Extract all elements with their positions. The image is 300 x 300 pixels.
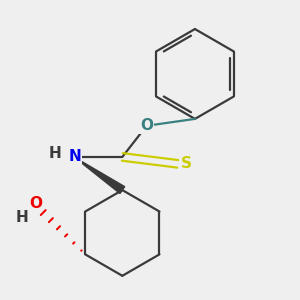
- Text: H: H: [48, 146, 61, 161]
- Text: O: O: [29, 196, 42, 211]
- Text: S: S: [180, 156, 191, 171]
- Polygon shape: [74, 157, 125, 194]
- Text: H: H: [16, 209, 28, 224]
- Text: O: O: [140, 118, 153, 133]
- Text: N: N: [69, 149, 82, 164]
